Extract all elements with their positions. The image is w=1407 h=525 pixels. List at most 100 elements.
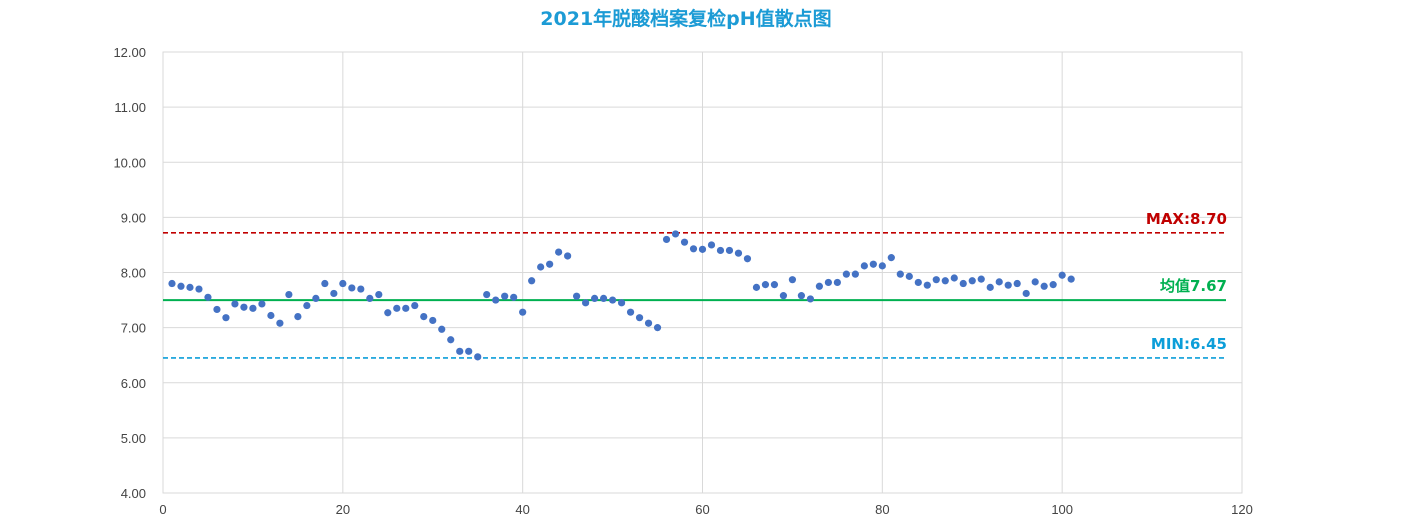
data-point bbox=[501, 292, 509, 300]
data-point bbox=[537, 263, 545, 271]
data-point bbox=[671, 230, 680, 238]
data-point bbox=[285, 290, 293, 299]
data-point bbox=[222, 314, 230, 322]
data-point bbox=[878, 262, 886, 270]
data-point bbox=[483, 290, 491, 299]
x-tick-label: 60 bbox=[695, 502, 709, 517]
data-point bbox=[1004, 281, 1012, 289]
data-point bbox=[231, 300, 239, 308]
data-point bbox=[186, 283, 194, 291]
y-tick-label: 12.00 bbox=[113, 45, 146, 60]
data-point bbox=[528, 277, 536, 285]
x-tick-label: 80 bbox=[875, 502, 889, 517]
data-point bbox=[896, 270, 904, 278]
data-point bbox=[698, 245, 707, 253]
data-point bbox=[734, 249, 743, 257]
data-point bbox=[321, 279, 329, 288]
data-point bbox=[267, 311, 275, 320]
data-point bbox=[644, 319, 653, 327]
data-point bbox=[1058, 271, 1066, 279]
data-point bbox=[555, 248, 563, 256]
data-point bbox=[1040, 282, 1048, 290]
data-point bbox=[402, 304, 410, 312]
data-point bbox=[851, 270, 859, 278]
reference-line-label: MIN:6.45 bbox=[1151, 335, 1227, 353]
data-point bbox=[519, 308, 527, 316]
data-point bbox=[797, 292, 806, 300]
y-tick-label: 5.00 bbox=[121, 431, 146, 446]
data-point bbox=[707, 241, 716, 249]
data-point bbox=[1067, 275, 1075, 283]
gridlines bbox=[162, 51, 1243, 494]
data-point bbox=[357, 285, 365, 293]
data-point bbox=[779, 292, 788, 300]
data-point bbox=[384, 309, 392, 317]
data-point bbox=[824, 278, 832, 287]
x-tick-label: 120 bbox=[1231, 502, 1253, 517]
data-point bbox=[294, 313, 302, 321]
data-point bbox=[168, 279, 176, 288]
data-point bbox=[752, 283, 761, 291]
data-point bbox=[348, 284, 356, 292]
data-point bbox=[626, 308, 635, 316]
data-point bbox=[680, 238, 689, 246]
data-point bbox=[1013, 279, 1021, 288]
data-point bbox=[375, 290, 383, 299]
data-point bbox=[959, 279, 967, 288]
data-point bbox=[653, 324, 662, 332]
data-point bbox=[914, 278, 922, 287]
x-tick-label: 40 bbox=[515, 502, 529, 517]
data-point bbox=[195, 285, 203, 293]
y-tick-label: 4.00 bbox=[121, 486, 146, 501]
data-point bbox=[339, 279, 347, 288]
data-point bbox=[599, 294, 608, 303]
data-point bbox=[842, 270, 850, 278]
data-point bbox=[977, 275, 985, 283]
chart-title: 2021年脱酸档案复检pH值散点图 bbox=[540, 7, 831, 30]
data-point bbox=[887, 254, 895, 262]
data-point bbox=[276, 319, 284, 327]
data-point bbox=[1049, 281, 1057, 289]
data-point bbox=[941, 277, 949, 285]
data-point bbox=[635, 314, 644, 322]
data-point bbox=[950, 274, 958, 282]
y-tick-label: 11.00 bbox=[114, 100, 146, 115]
data-point bbox=[411, 301, 419, 310]
data-point bbox=[905, 272, 913, 280]
y-tick-label: 7.00 bbox=[121, 321, 146, 336]
plot-area bbox=[162, 51, 1243, 494]
data-point bbox=[312, 294, 320, 303]
data-point bbox=[617, 299, 626, 307]
data-point bbox=[330, 289, 338, 298]
data-point bbox=[1022, 289, 1030, 298]
data-point bbox=[447, 336, 455, 344]
data-series bbox=[168, 230, 1075, 361]
data-point bbox=[204, 293, 212, 301]
y-tick-label: 10.00 bbox=[113, 155, 146, 170]
data-point bbox=[1031, 278, 1039, 286]
data-point bbox=[546, 260, 554, 268]
data-point bbox=[240, 303, 248, 311]
y-tick-label: 9.00 bbox=[121, 210, 146, 225]
data-point bbox=[725, 246, 734, 255]
data-point bbox=[492, 296, 500, 304]
reference-line-label: 均值7.67 bbox=[1160, 277, 1227, 295]
data-point bbox=[366, 294, 374, 303]
data-point bbox=[716, 246, 725, 255]
data-point bbox=[591, 294, 599, 303]
data-point bbox=[761, 281, 770, 289]
data-point bbox=[456, 347, 464, 355]
data-point bbox=[608, 296, 617, 304]
data-point bbox=[510, 293, 518, 301]
data-point bbox=[869, 260, 877, 268]
y-axis: 4.00 5.00 6.00 7.00 8.00 9.00 10.00 11.00 12.00 bbox=[113, 45, 146, 501]
data-point bbox=[833, 278, 841, 287]
data-point bbox=[815, 282, 823, 290]
x-axis: 0 20 40 60 80 100 120 bbox=[159, 502, 1252, 517]
data-point bbox=[213, 305, 221, 314]
data-point bbox=[393, 304, 401, 312]
data-point bbox=[474, 353, 482, 361]
data-point bbox=[860, 262, 868, 270]
data-point bbox=[806, 295, 815, 303]
